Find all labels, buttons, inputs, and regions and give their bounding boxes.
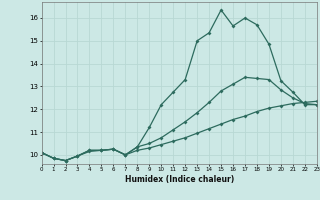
X-axis label: Humidex (Indice chaleur): Humidex (Indice chaleur) — [124, 175, 234, 184]
